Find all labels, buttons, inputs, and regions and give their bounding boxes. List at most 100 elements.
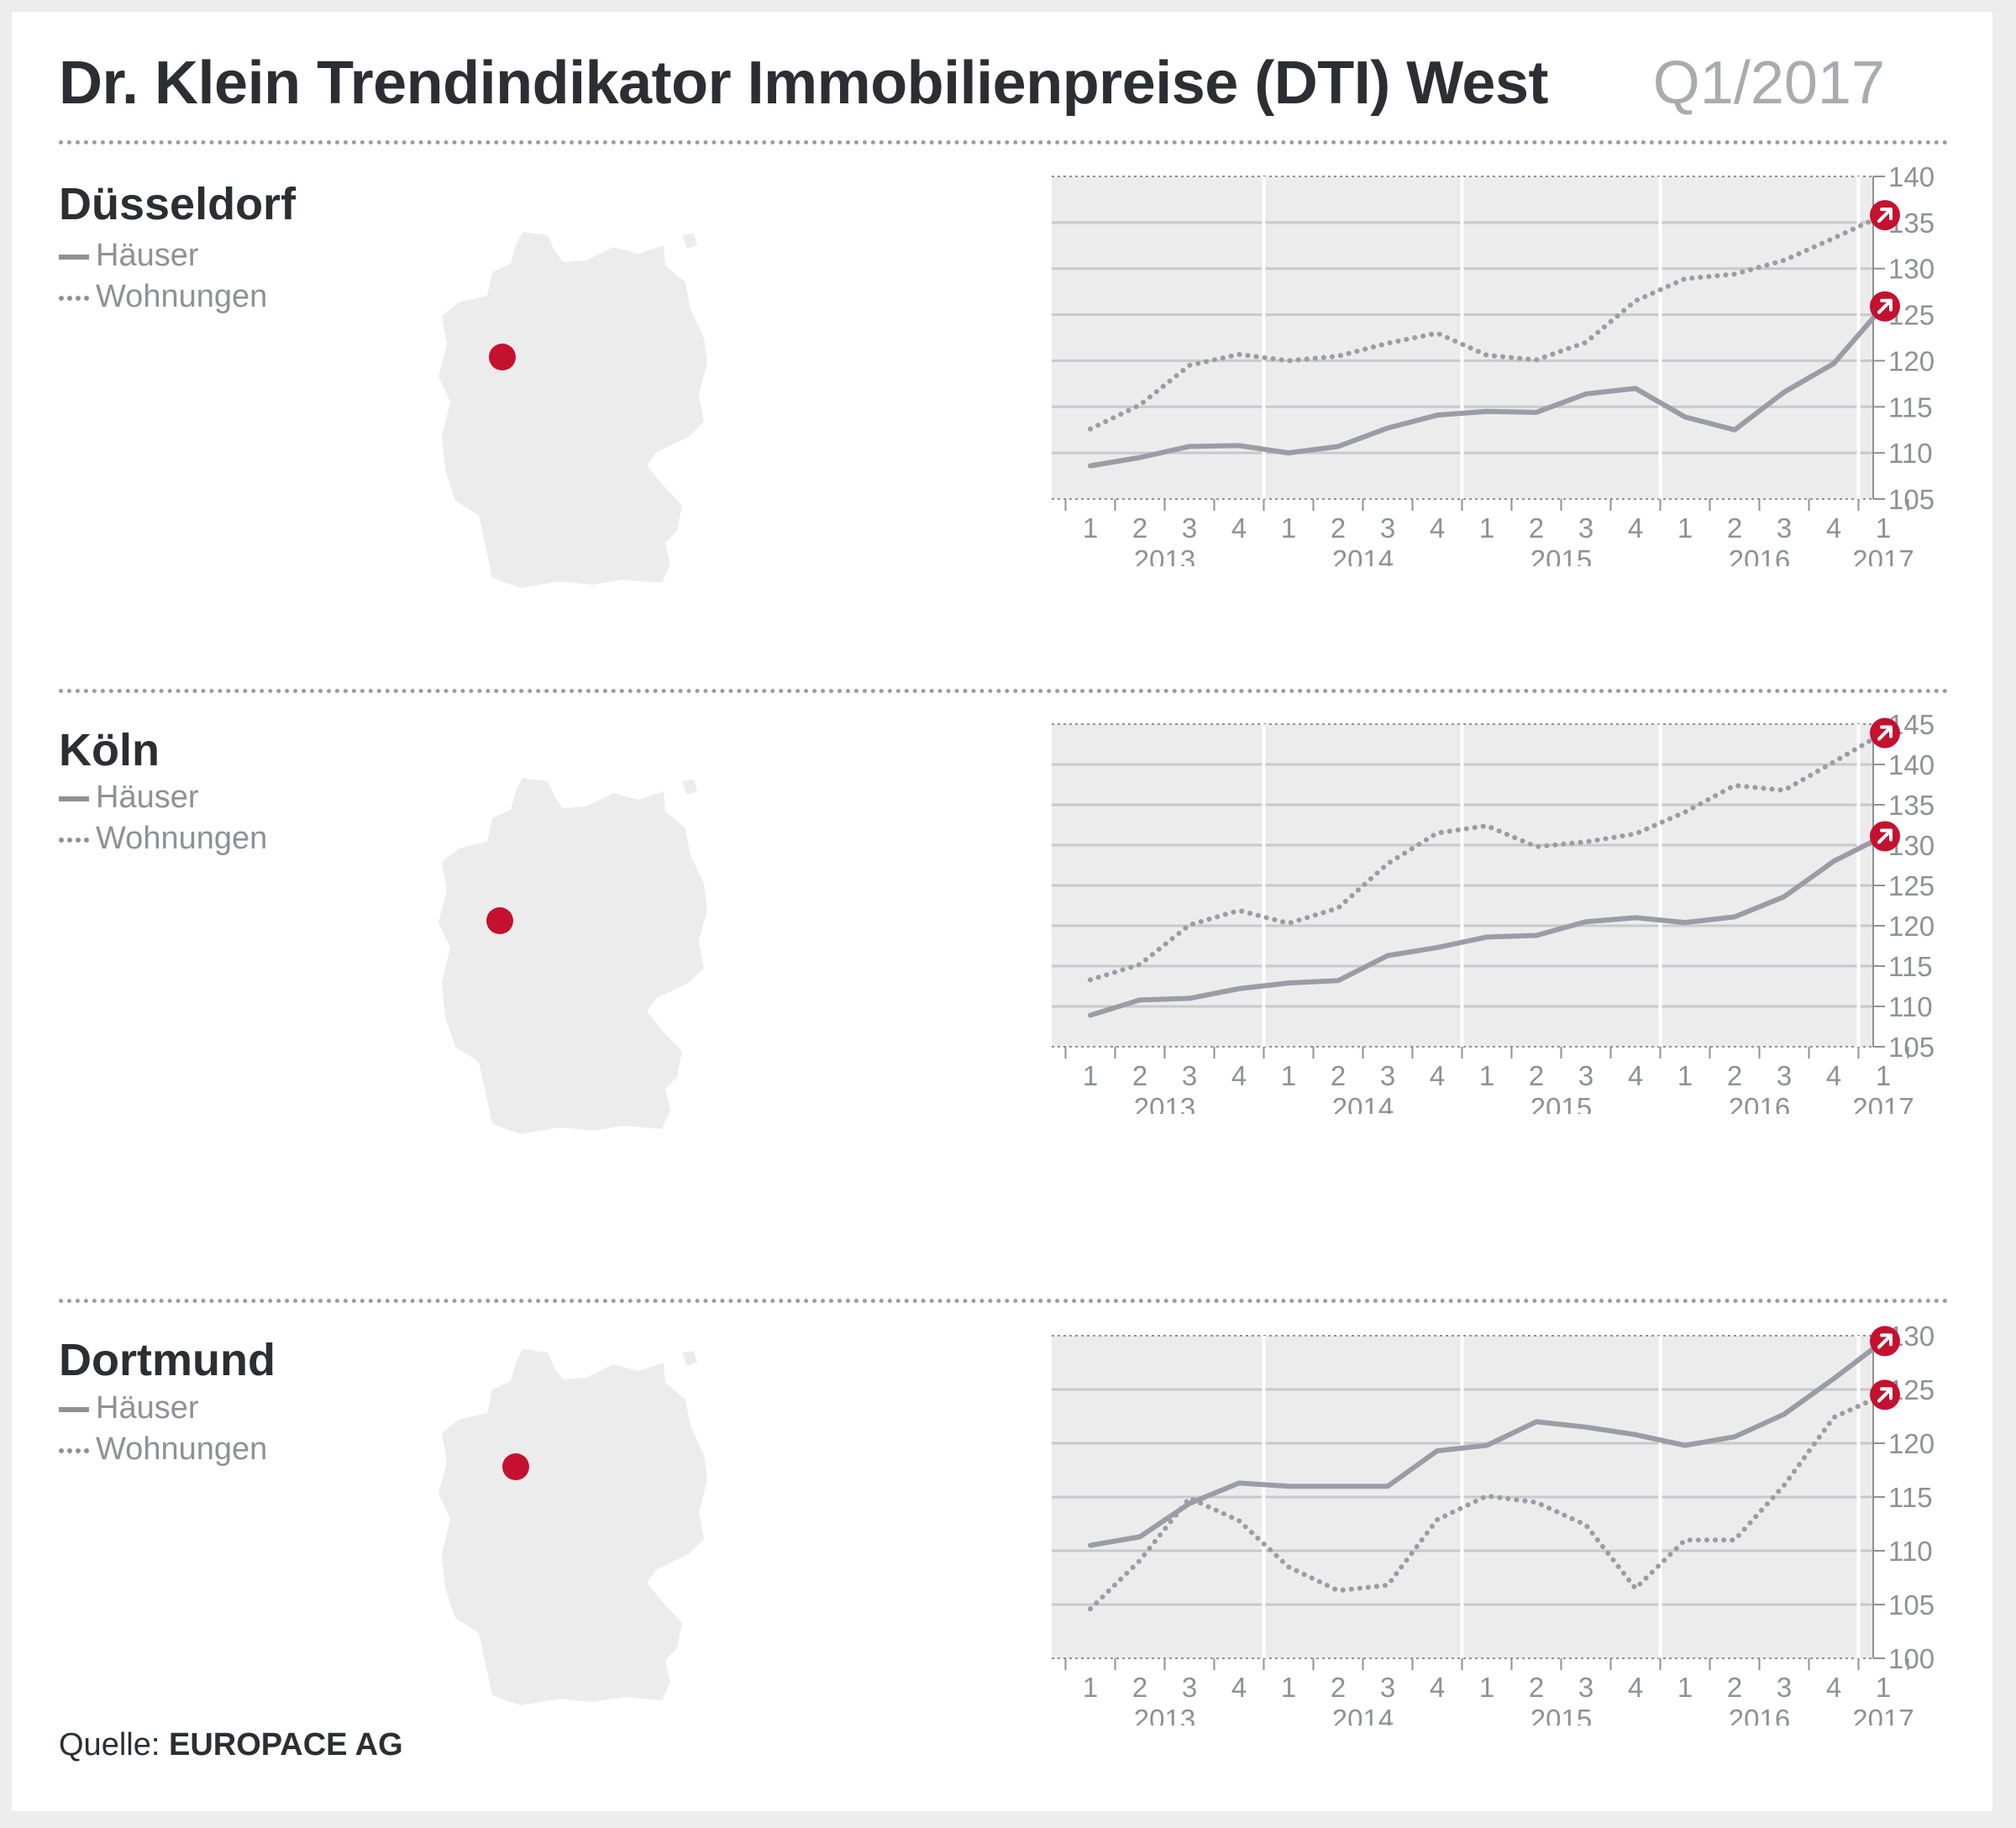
- series-line-haeuser: [1088, 1338, 1886, 1548]
- x-quarter-label: 3: [1380, 1060, 1395, 1091]
- legend-apartments-label: Wohnungen: [96, 821, 268, 856]
- y-tick-label: 105: [1888, 1589, 1935, 1621]
- legend-houses-label: Häuser: [96, 1390, 199, 1426]
- ruegen-island: [682, 780, 697, 795]
- arrow-glyph: [1877, 207, 1893, 223]
- x-quarter-label: 3: [1777, 1060, 1792, 1091]
- x-year-label: 2016: [1729, 1704, 1790, 1726]
- x-year-label: 2015: [1530, 1704, 1592, 1726]
- source-label: Quelle:: [59, 1727, 160, 1762]
- y-tick-label: 105: [1888, 1032, 1935, 1063]
- germany-shape: [438, 232, 707, 588]
- legend-houses: Häuser: [59, 780, 199, 816]
- x-quarter-label: 4: [1826, 1060, 1841, 1091]
- city-location-marker: [502, 1453, 529, 1480]
- city-title-dortmund: Dortmund: [59, 1335, 276, 1385]
- arrow-glyph: [1877, 828, 1893, 844]
- legend-apartments: Wohnungen: [59, 821, 267, 857]
- x-year-label: 2014: [1332, 1704, 1394, 1726]
- x-year-label: 2014: [1332, 1092, 1394, 1114]
- x-quarter-label: 1: [1677, 1672, 1693, 1703]
- arrow-glyph: [1877, 298, 1893, 314]
- ruegen-island: [682, 234, 697, 249]
- x-quarter-label: 3: [1380, 1672, 1395, 1703]
- separator-top: [59, 140, 1949, 144]
- arrow-glyph: [1877, 725, 1893, 741]
- legend-houses: Häuser: [59, 1390, 199, 1426]
- legend-houses-label: Häuser: [96, 238, 199, 273]
- x-quarter-label: 2: [1331, 1060, 1346, 1091]
- x-year-label: 2016: [1729, 544, 1790, 566]
- x-quarter-label: 4: [1826, 512, 1841, 544]
- x-quarter-label: 4: [1231, 512, 1247, 544]
- germany-map-duesseldorf: [438, 232, 707, 588]
- x-quarter-label: 1: [1479, 512, 1494, 544]
- solid-line-icon: [59, 1406, 89, 1412]
- x-quarter-label: 2: [1529, 512, 1544, 544]
- y-tick-label: 110: [1888, 1536, 1933, 1567]
- x-quarter-label: 4: [1628, 1060, 1643, 1091]
- x-quarter-label: 1: [1281, 1060, 1296, 1091]
- trend-up-arrow-icon: [1870, 200, 1900, 231]
- dotted-line-icon: [59, 837, 89, 843]
- x-quarter-label: 4: [1628, 512, 1643, 544]
- period-label: Q1/2017: [1652, 50, 1885, 117]
- x-year-label: 2016: [1729, 1092, 1790, 1114]
- y-tick-label: 115: [1888, 951, 1933, 982]
- y-tick-label: 110: [1888, 438, 1933, 469]
- solid-line-icon: [59, 796, 89, 801]
- x-quarter-label: 2: [1331, 512, 1346, 544]
- x-quarter-label: 1: [1876, 1060, 1891, 1091]
- x-quarter-label: 3: [1578, 1672, 1593, 1703]
- y-tick-label: 120: [1888, 1428, 1935, 1459]
- x-quarter-label: 1: [1083, 1060, 1098, 1091]
- trend-up-arrow-icon: [1870, 821, 1900, 852]
- series-line-haeuser: [1088, 833, 1886, 1018]
- x-quarter-label: 3: [1777, 1672, 1792, 1703]
- x-quarter-label: 1: [1677, 512, 1693, 544]
- x-quarter-label: 3: [1777, 512, 1792, 544]
- x-quarter-label: 2: [1132, 1672, 1147, 1703]
- city-location-marker: [486, 907, 513, 934]
- ruegen-island: [682, 1351, 697, 1366]
- source-note: Quelle: EUROPACE AG: [59, 1727, 403, 1763]
- x-year-label: 2017: [1852, 1092, 1914, 1114]
- x-quarter-label: 1: [1479, 1672, 1494, 1703]
- x-quarter-label: 1: [1281, 1672, 1296, 1703]
- y-tick-label: 120: [1888, 911, 1935, 942]
- series-line-wohnungen: [1088, 1392, 1886, 1612]
- x-quarter-label: 4: [1231, 1060, 1247, 1091]
- x-quarter-label: 1: [1281, 512, 1296, 544]
- x-quarter-label: 2: [1331, 1672, 1346, 1703]
- x-quarter-label: 2: [1132, 1060, 1147, 1091]
- x-quarter-label: 4: [1430, 512, 1445, 544]
- y-tick-label: 140: [1888, 749, 1935, 780]
- y-tick-label: 135: [1888, 790, 1935, 821]
- x-quarter-label: 4: [1430, 1672, 1445, 1703]
- solid-line-icon: [59, 254, 89, 260]
- page-title: Dr. Klein Trendindikator Immobilienpreis…: [59, 50, 1548, 117]
- x-quarter-label: 2: [1529, 1672, 1544, 1703]
- legend-houses: Häuser: [59, 238, 199, 274]
- x-year-label: 2014: [1332, 544, 1394, 566]
- x-quarter-label: 2: [1529, 1060, 1544, 1091]
- germany-map-koeln: [438, 778, 707, 1134]
- x-quarter-label: 3: [1182, 1060, 1197, 1091]
- legend-apartments: Wohnungen: [59, 1431, 267, 1468]
- x-year-label: 2013: [1134, 1704, 1195, 1726]
- x-quarter-label: 3: [1578, 1060, 1593, 1091]
- city-location-marker: [489, 344, 516, 370]
- x-quarter-label: 4: [1231, 1672, 1247, 1703]
- x-quarter-label: 2: [1727, 1672, 1742, 1703]
- series-line-wohnungen: [1088, 213, 1886, 432]
- legend-apartments-label: Wohnungen: [96, 1431, 268, 1467]
- arrow-glyph: [1877, 1333, 1893, 1349]
- x-quarter-label: 2: [1727, 512, 1742, 544]
- x-year-label: 2017: [1852, 544, 1914, 566]
- x-year-label: 2015: [1530, 1092, 1592, 1114]
- x-quarter-label: 3: [1182, 512, 1197, 544]
- trend-up-arrow-icon: [1870, 1326, 1900, 1357]
